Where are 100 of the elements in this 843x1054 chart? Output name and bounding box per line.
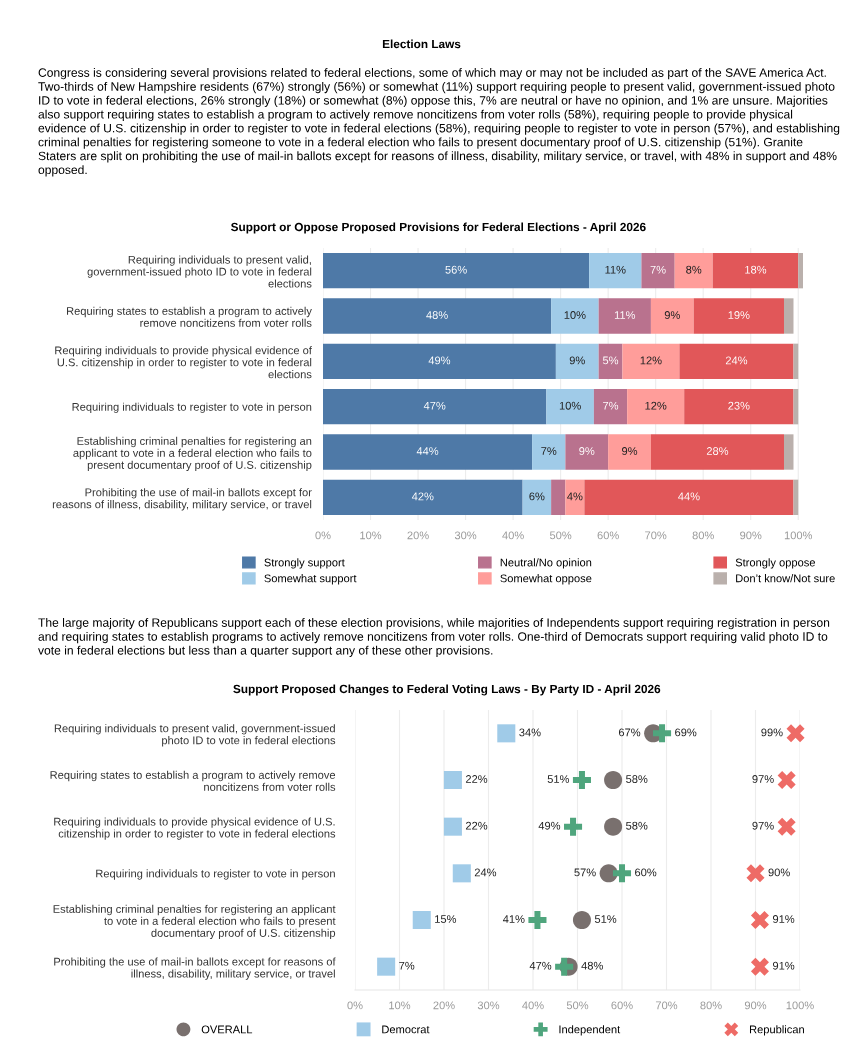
x-tick-label: 30%: [454, 531, 477, 540]
bar: [598, 298, 651, 334]
data-label: 7%: [399, 961, 415, 970]
data-label: 34%: [519, 728, 541, 737]
data-label: 60%: [635, 868, 657, 877]
bar: [584, 479, 794, 516]
legend-label: Strongly support: [264, 558, 345, 569]
point: [443, 817, 462, 836]
y-tick-label: Requiring individuals to register to vote in person: [72, 402, 312, 413]
x-tick-label: 30%: [477, 1001, 500, 1010]
text: The large majority of Republicans support each of these election provisions, while majorities of Independents support requiring registration in person and requiring states to establish programs to actively remove noncitizens from voter rolls. One-third of Democrats support requiring valid photo ID to vote in federal elections but less than a quarter support any of these other provisions.: [38, 618, 830, 658]
point: [452, 864, 471, 883]
data-label: 7%: [541, 447, 557, 455]
data-label: 9%: [664, 311, 680, 319]
bar: [684, 388, 794, 425]
y-tick-label: Establishing criminal penalties for registering an applicant to vote in a federal election who fails to present documentary proof of U.S. citizenship: [53, 904, 336, 940]
x-tick-label: 20%: [407, 531, 429, 540]
bar: [650, 298, 694, 334]
data-label: 11%: [605, 265, 626, 274]
data-label: 8%: [686, 265, 702, 274]
bar: [551, 298, 599, 334]
y-tick-label: Requiring individuals to present valid, government-issued photo ID to vote in federal elections: [54, 724, 336, 747]
legend-label: Somewhat support: [264, 574, 357, 585]
bar: [565, 434, 609, 470]
data-label: 10%: [564, 311, 586, 319]
data-label: 7%: [603, 401, 619, 410]
y-tick-label: Prohibiting the use of mail-in ballots except for reasons of illness, disability, military service, or travel: [52, 488, 312, 511]
data-label: 7%: [650, 265, 666, 274]
data-label: 9%: [569, 356, 585, 365]
legend-label: Strongly oppose: [735, 558, 816, 569]
point: [612, 864, 632, 883]
x-tick-label: 50%: [549, 531, 572, 540]
point: [528, 910, 547, 930]
data-label: 22%: [465, 775, 488, 783]
x-tick-label: 10%: [360, 531, 382, 540]
data-label: 69%: [675, 728, 697, 737]
y-tick-label: Requiring individuals to present valid, government-issued photo ID to vote in federal elections: [87, 255, 312, 288]
data-label: 9%: [579, 447, 595, 455]
point: [443, 770, 462, 790]
data-label: 58%: [626, 775, 648, 783]
bar: [555, 343, 599, 380]
point: [604, 817, 623, 836]
data-label: 47%: [423, 401, 446, 410]
data-label: 56%: [445, 265, 467, 274]
data-label: 24%: [474, 868, 497, 877]
point: [750, 910, 769, 930]
y-tick-label: Requiring states to establish a program to actively remove noncitizens from voter rolls: [67, 306, 312, 327]
x-tick-label: 90%: [740, 531, 762, 540]
bar: [608, 434, 651, 470]
bar: [323, 343, 556, 380]
data-label: 97%: [752, 821, 774, 830]
y-tick-label: Requiring individuals to provide physical evidence of U.S. citizenship in order to register to vote in federal elections: [54, 817, 336, 840]
x-tick-label: 70%: [645, 531, 667, 540]
point: [572, 770, 591, 790]
data-label: 90%: [768, 868, 790, 877]
x-tick-label: 90%: [744, 1001, 767, 1010]
legend-label: OVERALL: [201, 1025, 253, 1034]
chart-title: Support or Oppose Proposed Provisions for Federal Elections - April 2026: [230, 222, 646, 234]
bar: [622, 343, 680, 380]
data-label: 99%: [761, 728, 783, 737]
data-label: 18%: [745, 265, 767, 274]
bar: [712, 252, 799, 289]
point: [497, 724, 516, 743]
data-label: 91%: [772, 961, 795, 970]
x-tick-label: 60%: [597, 531, 619, 540]
data-label: 44%: [678, 492, 700, 501]
data-label: 19%: [728, 311, 750, 319]
data-label: 51%: [594, 915, 617, 923]
bar: [783, 434, 794, 470]
data-label: 15%: [435, 915, 457, 923]
bar: [693, 298, 784, 334]
bar: [532, 434, 566, 470]
chart-title: Support Proposed Changes to Federal Voting Laws - By Party ID - April 2026: [233, 684, 661, 696]
data-label: 67%: [618, 728, 641, 737]
point: [564, 817, 583, 836]
bar: [522, 479, 552, 516]
bar: [793, 388, 799, 425]
x-tick-label: 50%: [566, 1001, 589, 1010]
data-label: 47%: [529, 961, 552, 970]
x-tick-label: 40%: [502, 531, 524, 540]
bar: [589, 252, 642, 289]
bar: [323, 434, 533, 470]
data-label: 23%: [728, 401, 750, 410]
x-tick-label: 40%: [522, 1001, 544, 1010]
bar: [674, 252, 713, 289]
bar: [323, 479, 523, 516]
bar: [641, 252, 675, 289]
point: [572, 910, 591, 930]
bar: [793, 479, 799, 516]
point: [412, 910, 431, 930]
data-label: 24%: [725, 356, 748, 365]
bar: [323, 252, 590, 289]
bar: [546, 388, 594, 425]
point: [750, 957, 769, 976]
y-tick-label: Requiring individuals to provide physical evidence of U.S. citizenship in order to register to vote in federal elections: [55, 346, 312, 379]
data-label: 48%: [426, 311, 448, 319]
data-label: 11%: [614, 311, 636, 319]
data-label: 5%: [602, 356, 619, 365]
data-label: 97%: [752, 775, 774, 783]
legend-label: Democrat: [382, 1025, 430, 1034]
